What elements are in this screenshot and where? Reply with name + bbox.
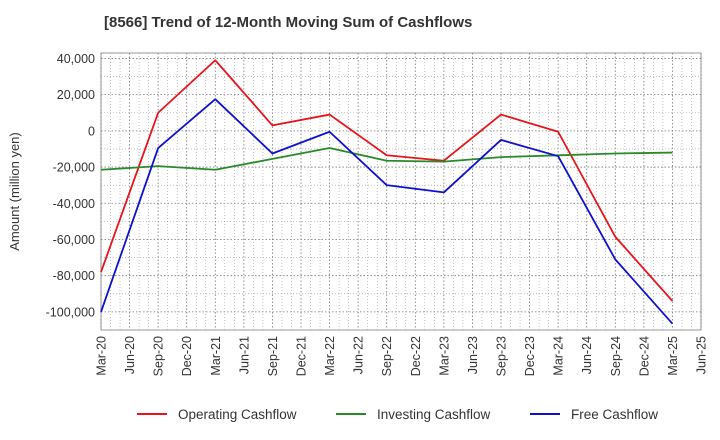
axis-layer: -100,000 -80,000 -60,000 -40,000 -20,000 0 20,… <box>7 52 709 376</box>
series-line-3 <box>100 98 674 325</box>
legend: Operating Cashflow Investing Cashflow Free… <box>137 407 658 422</box>
x-tick-label: Jun-23 <box>466 336 480 374</box>
y-tick-label: 0 <box>88 124 95 138</box>
x-tick-label: Sep-23 <box>495 336 509 376</box>
x-tick-label: Mar-21 <box>209 336 223 376</box>
x-tick-label: Dec-24 <box>637 336 651 376</box>
legend-label-1: Operating Cashflow <box>178 407 297 422</box>
x-tick-label: Sep-20 <box>152 336 166 376</box>
chart-title: [8566] Trend of 12-Month Moving Sum of C… <box>104 14 473 31</box>
y-axis-title: Amount (million yen) <box>7 132 22 251</box>
x-tick-label: Mar-20 <box>95 336 109 376</box>
series-layer <box>100 59 674 325</box>
y-tick-label: 40,000 <box>57 52 95 66</box>
legend-label-3: Free Cashflow <box>571 407 658 422</box>
x-tick-label: Dec-21 <box>295 336 309 376</box>
x-tick-label: Jun-25 <box>695 336 709 374</box>
y-tick-label: 20,000 <box>57 88 95 102</box>
legend-label-2: Investing Cashflow <box>377 407 491 422</box>
x-tick-label: Jun-21 <box>237 336 251 374</box>
x-tick-label: Mar-23 <box>437 336 451 376</box>
y-tick-label: -100,000 <box>46 305 95 319</box>
series-line-1 <box>100 59 674 302</box>
y-tick-label: -20,000 <box>53 161 95 175</box>
x-tick-label: Dec-23 <box>523 336 537 376</box>
x-tick-label: Jun-24 <box>580 336 594 374</box>
x-tick-label: Dec-22 <box>409 336 423 376</box>
x-tick-label: Dec-20 <box>180 336 194 376</box>
x-tick-label: Mar-25 <box>666 336 680 376</box>
x-tick-label: Mar-22 <box>323 336 337 376</box>
plot-area <box>100 52 702 331</box>
x-tick-label: Sep-22 <box>380 336 394 376</box>
y-tick-label: -40,000 <box>53 197 95 211</box>
x-tick-label: Jun-20 <box>123 336 137 374</box>
series-line-2 <box>100 147 673 171</box>
x-tick-label: Mar-24 <box>552 336 566 376</box>
y-tick-label: -80,000 <box>53 269 95 283</box>
x-tick-label: Jun-22 <box>352 336 366 374</box>
y-tick-label: -60,000 <box>53 233 95 247</box>
grid-layer <box>100 52 702 331</box>
x-tick-label: Sep-24 <box>609 336 623 376</box>
x-tick-label: Sep-21 <box>266 336 280 376</box>
